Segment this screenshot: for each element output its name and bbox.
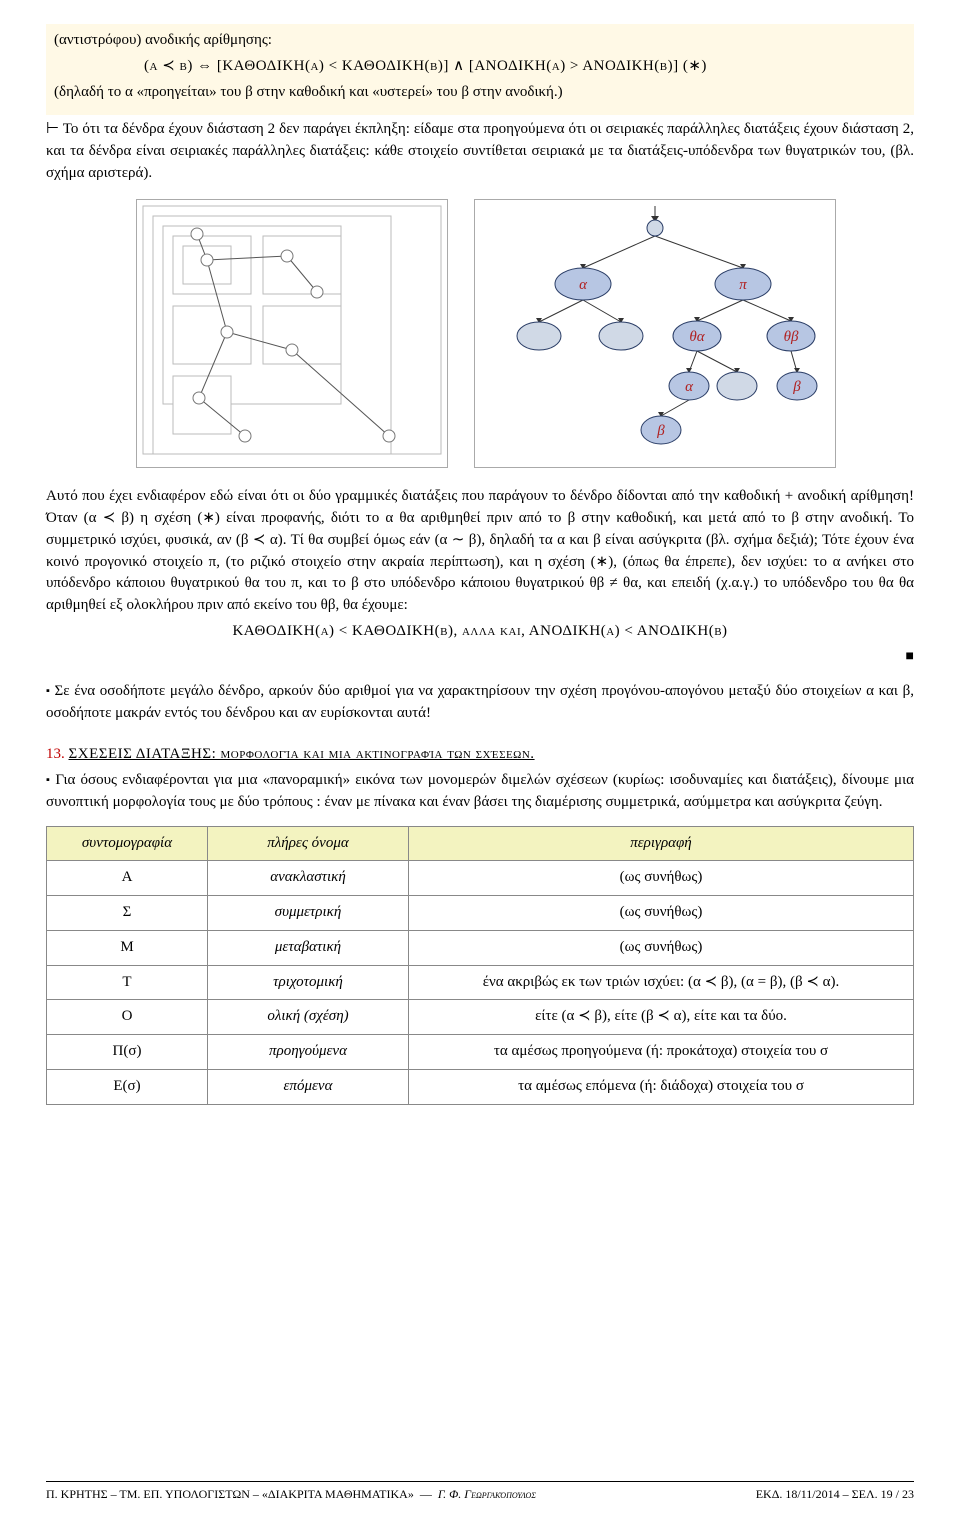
table-cell: (ως συνήθως): [409, 861, 914, 896]
section-heading: 13. ΣΧΕΣΕΙΣ ΔΙΑΤΑΞΗΣ: μορφολογία και μια…: [46, 744, 914, 766]
relations-table: συντομογραφίαπλήρες όνομαπεριγραφή Αανακ…: [46, 826, 914, 1105]
table-header: συντομογραφία: [47, 826, 208, 861]
page: (αντιστρόφου) ανοδικής αρίθμησης: (α ≺ β…: [0, 0, 960, 1519]
table-header: πλήρες όνομα: [208, 826, 409, 861]
table-cell: Ε(σ): [47, 1069, 208, 1104]
svg-text:β: β: [792, 379, 801, 395]
figure-right: α π θα θβ α β β: [474, 199, 836, 469]
table-cell: (ως συνήθως): [409, 930, 914, 965]
svg-text:π: π: [739, 277, 747, 293]
table-cell: συμμετρική: [208, 896, 409, 931]
table-cell: Σ: [47, 896, 208, 931]
table-cell: επόμενα: [208, 1069, 409, 1104]
footer-author: Γ. Φ. Γεωργακόπουλος: [438, 1487, 536, 1501]
intro-line: (αντιστρόφου) ανοδικής αρίθμησης:: [54, 30, 906, 52]
table-cell: Α: [47, 861, 208, 896]
relation-formula: ΚΑΘΟΔΙΚΗ(α) < ΚΑΘΟΔΙΚΗ(β), αλλα και, ΑΝΟ…: [46, 621, 914, 643]
table-header: περιγραφή: [409, 826, 914, 861]
svg-text:θα: θα: [689, 329, 705, 345]
table-cell: Μ: [47, 930, 208, 965]
table-row: Ε(σ)επόμενατα αμέσως επόμενα (ή: διάδοχα…: [47, 1069, 914, 1104]
section-number: 13.: [46, 746, 65, 762]
section-title: ΣΧΕΣΕΙΣ ΔΙΑΤΑΞΗΣ: μορφολογία και μια ακτ…: [69, 746, 535, 762]
dhladi-line: (δηλαδή το α «προηγείται» του β στην καθ…: [54, 82, 906, 104]
table-cell: ένα ακριβώς εκ των τριών ισχύει: (α ≺ β)…: [409, 965, 914, 1000]
svg-text:α: α: [685, 379, 694, 395]
footer-left: Π. ΚΡΗΤΗΣ – ΤΜ. ΕΠ. ΥΠΟΛΟΓΙΣΤΩΝ – «ΔΙΑΚΡ…: [46, 1486, 536, 1503]
after-figure-paragraph: Αυτό που έχει ενδιαφέρον εδώ είναι ότι ο…: [46, 486, 914, 617]
table-row: Μμεταβατική(ως συνήθως): [47, 930, 914, 965]
table-cell: Τ: [47, 965, 208, 1000]
table-cell: (ως συνήθως): [409, 896, 914, 931]
table-cell: Π(σ): [47, 1035, 208, 1070]
table-cell: τα αμέσως προηγούμενα (ή: προκάτοχα) στο…: [409, 1035, 914, 1070]
table-header-row: συντομογραφίαπλήρες όνομαπεριγραφή: [47, 826, 914, 861]
svg-text:θβ: θβ: [784, 329, 799, 345]
table-row: Π(σ)προηγούμενατα αμέσως προηγούμενα (ή:…: [47, 1035, 914, 1070]
table-row: Σσυμμετρική(ως συνήθως): [47, 896, 914, 931]
table-cell: ολική (σχέση): [208, 1000, 409, 1035]
page-footer: Π. ΚΡΗΤΗΣ – ΤΜ. ΕΠ. ΥΠΟΛΟΓΙΣΤΩΝ – «ΔΙΑΚΡ…: [46, 1481, 914, 1503]
table-row: Οολική (σχέση)είτε (α ≺ β), είτε (β ≺ α)…: [47, 1000, 914, 1035]
figure-row: α π θα θβ α β β: [136, 199, 914, 469]
table-cell: τα αμέσως επόμενα (ή: διάδοχα) στοιχεία …: [409, 1069, 914, 1104]
table-body: Αανακλαστική(ως συνήθως)Σσυμμετρική(ως σ…: [47, 861, 914, 1104]
table-cell: προηγούμενα: [208, 1035, 409, 1070]
highlight-block: (αντιστρόφου) ανοδικής αρίθμησης: (α ≺ β…: [46, 24, 914, 115]
table-cell: ανακλαστική: [208, 861, 409, 896]
table-cell: τριχοτομική: [208, 965, 409, 1000]
table-cell: είτε (α ≺ β), είτε (β ≺ α), είτε και τα …: [409, 1000, 914, 1035]
table-row: Ττριχοτομικήένα ακριβώς εκ των τριών ισχ…: [47, 965, 914, 1000]
footer-right: ΕΚΔ. 18/11/2014 – ΣΕΛ. 19 / 23: [756, 1486, 914, 1503]
section-paragraph: Για όσους ενδιαφέρονται για μια «πανοραμ…: [46, 770, 914, 814]
figure-left: [136, 199, 448, 469]
svg-text:β: β: [656, 423, 665, 439]
table-cell: μεταβατική: [208, 930, 409, 965]
bullet-se-ena: Σε ένα οσοδήποτε μεγάλο δένδρο, αρκούν δ…: [46, 681, 914, 725]
svg-text:α: α: [579, 277, 588, 293]
relations-table-wrap: συντομογραφίαπλήρες όνομαπεριγραφή Αανακ…: [46, 826, 914, 1105]
proof-paragraph: ⊢ Το ότι τα δένδρα έχουν διάσταση 2 δεν …: [46, 119, 914, 184]
table-row: Αανακλαστική(ως συνήθως): [47, 861, 914, 896]
formula-star: (α ≺ β) ⇔ [ΚΑΘΟΔΙΚΗ(α) < ΚΑΘΟΔΙΚΗ(β)] ∧ …: [144, 56, 906, 78]
qed-icon: [906, 647, 914, 667]
footer-left-text: Π. ΚΡΗΤΗΣ – ΤΜ. ΕΠ. ΥΠΟΛΟΓΙΣΤΩΝ – «ΔΙΑΚΡ…: [46, 1487, 414, 1501]
table-cell: Ο: [47, 1000, 208, 1035]
